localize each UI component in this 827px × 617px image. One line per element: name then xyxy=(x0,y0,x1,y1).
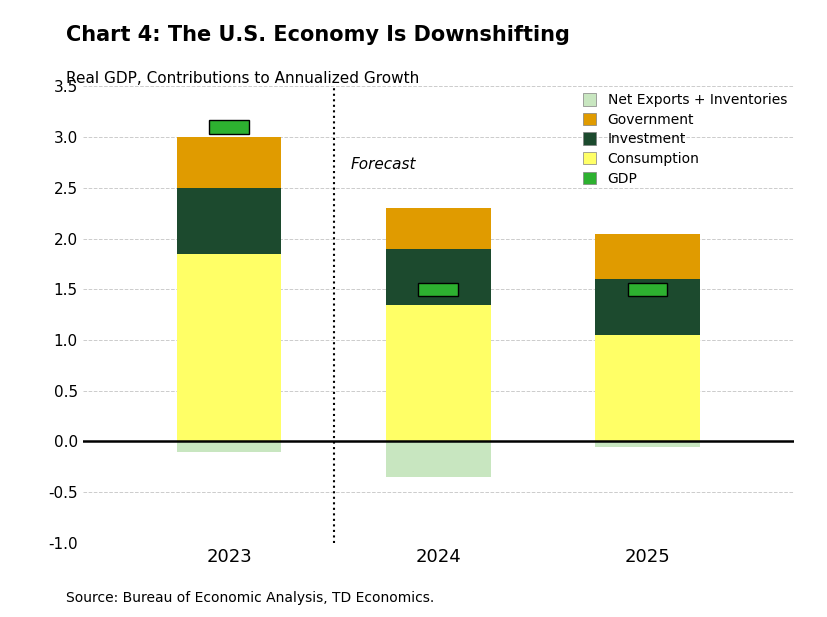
FancyBboxPatch shape xyxy=(209,120,249,133)
Bar xyxy=(595,442,700,447)
Bar xyxy=(177,254,281,442)
FancyBboxPatch shape xyxy=(418,283,458,296)
Bar xyxy=(386,208,490,249)
Bar xyxy=(177,442,281,452)
Bar xyxy=(386,442,490,477)
Bar xyxy=(595,335,700,442)
Text: Forecast: Forecast xyxy=(351,157,416,172)
FancyBboxPatch shape xyxy=(628,283,667,296)
Text: Chart 4: The U.S. Economy Is Downshifting: Chart 4: The U.S. Economy Is Downshiftin… xyxy=(66,25,570,44)
Bar xyxy=(177,137,281,188)
Text: Real GDP, Contributions to Annualized Growth: Real GDP, Contributions to Annualized Gr… xyxy=(66,71,419,86)
Bar xyxy=(595,279,700,335)
Legend: Net Exports + Inventories, Government, Investment, Consumption, GDP: Net Exports + Inventories, Government, I… xyxy=(577,88,792,191)
Bar xyxy=(386,305,490,442)
Bar xyxy=(595,233,700,279)
Bar xyxy=(177,188,281,254)
Bar xyxy=(386,249,490,305)
Text: Source: Bureau of Economic Analysis, TD Economics.: Source: Bureau of Economic Analysis, TD … xyxy=(66,590,434,605)
